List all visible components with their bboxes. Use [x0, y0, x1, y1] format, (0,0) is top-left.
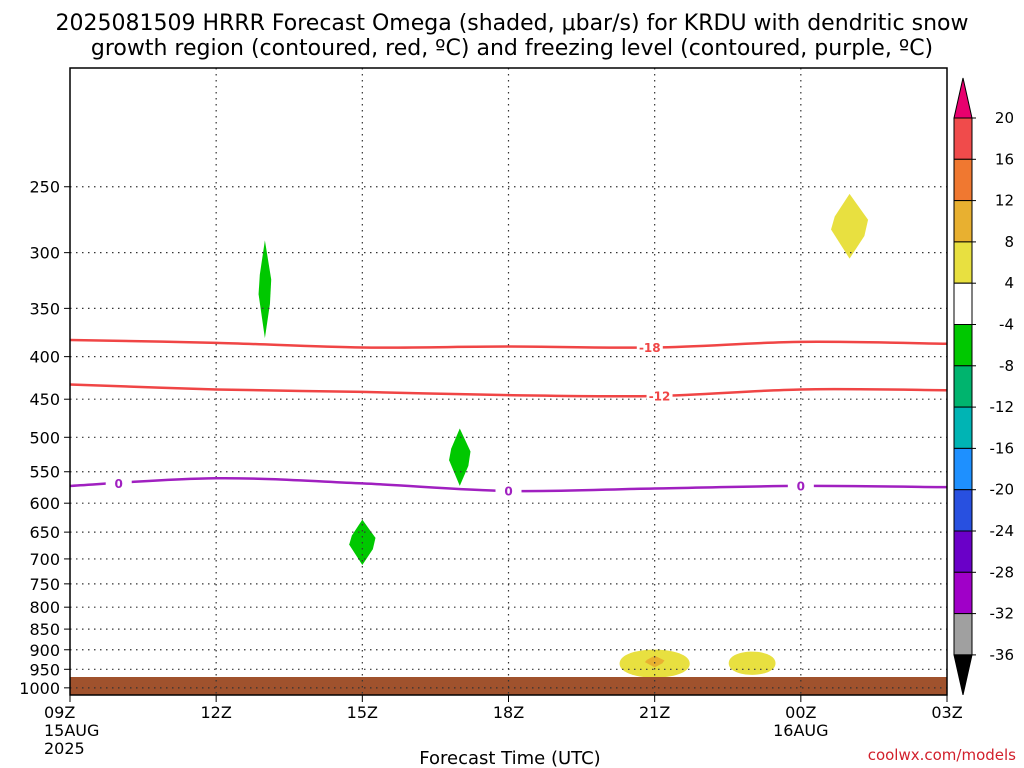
- contour-line-0: [69, 338, 948, 349]
- y-axis: 250 300 350 400 450 500 550 600 650 700 750 800 850 9…: [19, 178, 70, 698]
- colorbar-segment-7: [953, 365, 973, 408]
- y-tick-label-300: 300: [29, 244, 60, 263]
- y-tick-label-400: 400: [29, 348, 60, 367]
- contour-label-bg-2-2: [787, 477, 814, 494]
- y-tick-label-600: 600: [29, 494, 60, 513]
- contour-label-bg-2-0: [105, 475, 132, 492]
- y-tick-label-650: 650: [29, 523, 60, 542]
- colorbar-label-2: 12: [995, 192, 1014, 210]
- colorbar-segment-11: [953, 530, 973, 573]
- colorbar-label-11: -28: [990, 563, 1015, 581]
- colorbar-segment-13: [953, 613, 973, 656]
- y-tick-label-1000: 1000: [19, 679, 60, 698]
- y-tick-label-250: 250: [29, 178, 60, 197]
- colorbar-segment-9: [953, 447, 973, 491]
- colorbar-label-3: 8: [1004, 233, 1014, 251]
- omega-region-3: [831, 193, 869, 259]
- colorbar-segment-12: [953, 571, 973, 615]
- contour-label-2-0: 0: [115, 477, 123, 491]
- x-tick-label-03Z: 03Z: [931, 703, 962, 722]
- contour-line-1: [69, 383, 948, 398]
- y-tick-label-900: 900: [29, 641, 60, 660]
- x-tick-label-18Z: 18Z: [493, 703, 524, 722]
- contour-label-2-2: 0: [797, 479, 805, 493]
- contour-label-bg-2-1: [495, 482, 522, 499]
- y-tick-label-800: 800: [29, 598, 60, 617]
- omega-region-6: [728, 651, 776, 675]
- colorbar-arrow-top: [953, 77, 973, 119]
- colorbar-label-6: -8: [999, 357, 1014, 375]
- colorbar-segment-6: [953, 324, 973, 367]
- colorbar-segment-5: [953, 282, 973, 326]
- colorbar-label-1: 16: [995, 150, 1014, 168]
- contour-label-bg-0-0: [636, 339, 663, 356]
- colorbar-segment-3: [953, 200, 973, 243]
- x-date-label-00Z: 16AUG: [773, 721, 828, 740]
- y-tick-label-450: 450: [29, 390, 60, 409]
- colorbar-arrow-bottom: [953, 654, 973, 696]
- colorbar-segment-1: [953, 117, 973, 160]
- colorbar-label-12: -32: [990, 605, 1015, 623]
- plot-area: -18 -12 0 0 0: [69, 67, 948, 696]
- x-tick-label-12Z: 12Z: [201, 703, 232, 722]
- colorbar-label-5: -4: [999, 316, 1014, 334]
- x-tick-label-00Z: 00Z: [785, 703, 816, 722]
- colorbar-segment-4: [953, 241, 973, 284]
- colorbar-label-13: -36: [990, 646, 1015, 664]
- chart-title-line1: 2025081509 HRRR Forecast Omega (shaded, …: [56, 11, 969, 36]
- x-date-label-09Z: 15AUG: [44, 721, 99, 740]
- x-tick-label-15Z: 15Z: [347, 703, 378, 722]
- colorbar-segment-10: [953, 489, 973, 532]
- contour-label-bg-1-0: [646, 387, 673, 404]
- colorbar-label-9: -20: [990, 481, 1015, 499]
- omega-region-5: [644, 655, 665, 668]
- colorbar-label-7: -12: [990, 398, 1015, 416]
- x-axis-label: Forecast Time (UTC): [419, 748, 600, 768]
- contour-label-1-0: -12: [649, 389, 671, 403]
- contour-label-2-1: 0: [504, 484, 512, 498]
- y-tick-label-550: 550: [29, 463, 60, 482]
- colorbar-label-4: 4: [1004, 274, 1014, 292]
- colorbar-label-8: -16: [990, 439, 1015, 457]
- colorbar-segment-2: [953, 158, 973, 202]
- x-tick-label-21Z: 21Z: [639, 703, 670, 722]
- y-tick-label-850: 850: [29, 620, 60, 639]
- colorbar: 20 16 12 8 4 -4 -8 -12 -16 -20 -24 -28 -32 -36: [953, 77, 1015, 696]
- y-tick-label-500: 500: [29, 428, 60, 447]
- colorbar-label-0: 20: [995, 109, 1014, 127]
- y-tick-label-350: 350: [29, 299, 60, 318]
- contour-label-0-0: -18: [639, 341, 661, 355]
- y-tick-label-700: 700: [29, 550, 60, 569]
- chart-title-line2: growth region (contoured, red, ºC) and f…: [91, 36, 933, 61]
- colorbar-label-10: -24: [990, 522, 1015, 540]
- credit-text: coolwx.com/models: [868, 746, 1016, 764]
- colorbar-segment-8: [953, 406, 973, 449]
- omega-region-0: [258, 240, 272, 339]
- x-year-label-09Z: 2025: [44, 739, 85, 758]
- y-tick-label-950: 950: [29, 660, 60, 679]
- y-tick-label-750: 750: [29, 575, 60, 594]
- x-tick-label-09Z: 09Z: [44, 703, 75, 722]
